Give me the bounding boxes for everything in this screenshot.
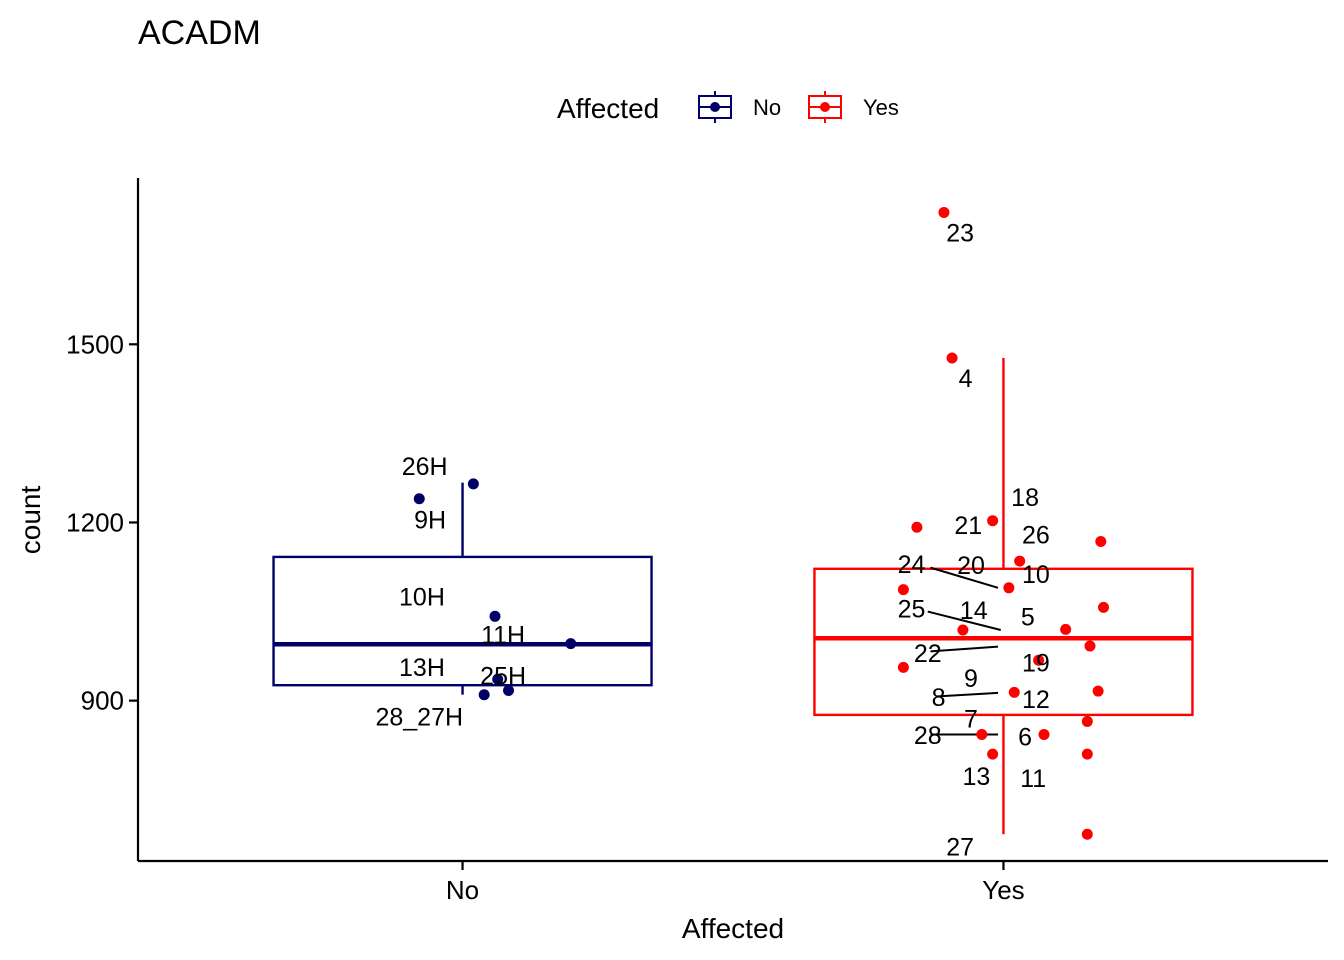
x-tick-label: Yes — [982, 875, 1024, 905]
data-point — [1095, 535, 1107, 547]
box-no — [272, 482, 653, 695]
point-label: 11H — [481, 622, 525, 650]
x-tick-label: No — [446, 875, 479, 905]
y-tick-label: 900 — [81, 686, 124, 716]
legend-key-point — [820, 102, 830, 112]
point-label: 24 — [898, 551, 926, 579]
data-point — [1084, 640, 1096, 652]
point-label: 11 — [1020, 765, 1046, 793]
box-yes — [813, 357, 1194, 835]
data-point-26 — [1014, 555, 1026, 567]
data-point-21 — [911, 521, 923, 533]
data-point-4 — [946, 352, 958, 364]
data-point-10h — [489, 610, 501, 622]
point-label: 25H — [480, 663, 526, 691]
x-axis-title: Affected — [682, 913, 784, 944]
data-point-14 — [957, 624, 969, 636]
point-label: 28 — [914, 722, 942, 750]
data-point-11h — [565, 638, 577, 650]
point-label: 19 — [1022, 650, 1050, 678]
point-label: 14 — [960, 597, 988, 625]
point-label: 9H — [414, 507, 446, 535]
point-label: 10 — [1022, 561, 1050, 589]
plot-area: 26H 9H 10H 11H 13H 25H 28_27H 23 4 18 21 26 24 20 10 25… — [272, 206, 1194, 862]
point-label: 26 — [1022, 521, 1050, 549]
data-point-24 — [897, 584, 909, 596]
data-point-18 — [987, 515, 999, 527]
data-point — [1092, 685, 1104, 697]
label-connector — [935, 691, 999, 698]
legend-label: No — [753, 95, 781, 120]
box-iqr — [272, 555, 653, 687]
point-label: 13 — [963, 763, 991, 791]
data-point-13 — [987, 748, 999, 760]
point-label: 23 — [946, 220, 974, 248]
point-label: 9 — [964, 665, 978, 693]
legend-title: Affected — [557, 93, 659, 124]
legend-label: Yes — [863, 95, 899, 120]
label-connector — [930, 645, 999, 653]
data-point-5 — [1060, 623, 1072, 635]
point-label: 21 — [954, 512, 982, 540]
label-connector — [930, 566, 999, 589]
data-point — [1098, 601, 1110, 613]
data-point-19 — [1033, 654, 1045, 666]
data-point-28_27h — [478, 689, 490, 701]
data-point-10 — [1003, 582, 1015, 594]
y-tick-label: 1500 — [66, 329, 124, 359]
data-point-27 — [1081, 828, 1093, 840]
data-point — [1081, 715, 1093, 727]
point-label: 28_27H — [375, 704, 463, 732]
legend: Affected No Yes — [557, 91, 899, 124]
point-label: 4 — [959, 365, 973, 393]
point-label: 27 — [946, 834, 974, 862]
point-label: 5 — [1021, 603, 1035, 631]
data-point-13h — [492, 673, 504, 685]
box-iqr — [813, 567, 1194, 717]
data-point-12 — [1008, 686, 1020, 698]
legend-entry-no: No — [698, 91, 781, 123]
label-connector — [927, 610, 1001, 631]
point-label: 22 — [914, 640, 942, 668]
legend-entry-yes: Yes — [808, 91, 899, 123]
data-point-9h — [413, 493, 425, 505]
data-point-6 — [1038, 728, 1050, 740]
point-label: 10H — [399, 584, 445, 612]
y-axis: 900 1200 1500 — [66, 178, 140, 861]
data-point-26h — [467, 478, 479, 490]
point-label: 12 — [1022, 686, 1050, 714]
y-axis-title: count — [15, 486, 46, 555]
point-label: 13H — [399, 654, 445, 682]
y-tick-label: 1200 — [66, 507, 124, 537]
x-axis: No Yes — [138, 859, 1328, 905]
point-label: 8 — [932, 684, 946, 712]
point-label: 25 — [898, 596, 926, 624]
data-point-25h — [503, 685, 515, 697]
point-label: 26H — [402, 453, 448, 481]
point-label: 7 — [964, 705, 978, 733]
legend-key-point — [710, 102, 720, 112]
point-label: 6 — [1018, 723, 1032, 751]
data-point-23 — [938, 206, 950, 218]
data-point-11 — [1081, 748, 1093, 760]
data-point — [897, 661, 909, 673]
chart-title: ACADM — [138, 14, 261, 52]
data-point-7 — [976, 728, 988, 740]
point-label: 20 — [957, 552, 985, 580]
point-label: 18 — [1011, 484, 1039, 512]
